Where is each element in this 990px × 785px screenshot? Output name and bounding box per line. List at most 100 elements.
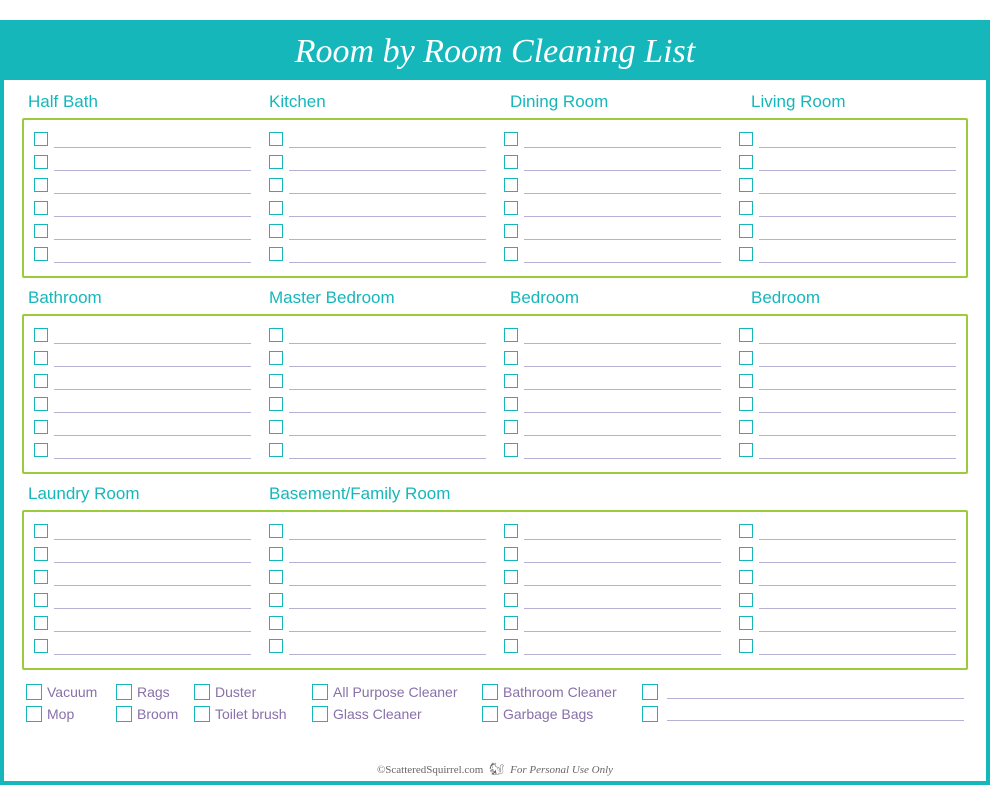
task-checkbox[interactable]: [34, 593, 48, 607]
task-line[interactable]: [54, 151, 251, 171]
task-line[interactable]: [759, 439, 956, 459]
task-checkbox[interactable]: [34, 201, 48, 215]
task-checkbox[interactable]: [504, 397, 518, 411]
supply-checkbox[interactable]: [642, 706, 658, 722]
task-checkbox[interactable]: [269, 351, 283, 365]
task-line[interactable]: [289, 520, 486, 540]
task-checkbox[interactable]: [269, 132, 283, 146]
task-checkbox[interactable]: [34, 570, 48, 584]
task-checkbox[interactable]: [34, 224, 48, 238]
task-checkbox[interactable]: [739, 524, 753, 538]
task-checkbox[interactable]: [504, 524, 518, 538]
task-checkbox[interactable]: [739, 547, 753, 561]
task-line[interactable]: [289, 566, 486, 586]
task-line[interactable]: [524, 439, 721, 459]
task-line[interactable]: [289, 589, 486, 609]
task-line[interactable]: [289, 543, 486, 563]
task-line[interactable]: [54, 220, 251, 240]
task-line[interactable]: [524, 370, 721, 390]
task-checkbox[interactable]: [34, 178, 48, 192]
task-line[interactable]: [524, 151, 721, 171]
task-line[interactable]: [289, 174, 486, 194]
task-line[interactable]: [289, 151, 486, 171]
supply-checkbox[interactable]: [642, 684, 658, 700]
task-line[interactable]: [759, 520, 956, 540]
task-checkbox[interactable]: [739, 155, 753, 169]
task-checkbox[interactable]: [739, 420, 753, 434]
task-line[interactable]: [289, 324, 486, 344]
task-checkbox[interactable]: [739, 616, 753, 630]
task-line[interactable]: [524, 635, 721, 655]
task-line[interactable]: [524, 589, 721, 609]
supply-checkbox[interactable]: [312, 706, 328, 722]
supply-checkbox[interactable]: [116, 706, 132, 722]
task-checkbox[interactable]: [739, 247, 753, 261]
task-line[interactable]: [759, 347, 956, 367]
task-checkbox[interactable]: [34, 616, 48, 630]
supply-checkbox[interactable]: [194, 684, 210, 700]
task-checkbox[interactable]: [504, 616, 518, 630]
task-checkbox[interactable]: [269, 443, 283, 457]
task-checkbox[interactable]: [34, 524, 48, 538]
task-line[interactable]: [524, 174, 721, 194]
task-line[interactable]: [759, 128, 956, 148]
task-checkbox[interactable]: [34, 247, 48, 261]
task-checkbox[interactable]: [269, 397, 283, 411]
task-line[interactable]: [759, 151, 956, 171]
task-line[interactable]: [289, 416, 486, 436]
task-line[interactable]: [524, 393, 721, 413]
task-checkbox[interactable]: [34, 443, 48, 457]
task-line[interactable]: [54, 439, 251, 459]
task-line[interactable]: [524, 197, 721, 217]
task-checkbox[interactable]: [504, 328, 518, 342]
task-line[interactable]: [289, 370, 486, 390]
task-checkbox[interactable]: [34, 351, 48, 365]
task-line[interactable]: [289, 439, 486, 459]
task-checkbox[interactable]: [504, 420, 518, 434]
task-line[interactable]: [54, 347, 251, 367]
task-checkbox[interactable]: [739, 593, 753, 607]
task-checkbox[interactable]: [504, 351, 518, 365]
task-line[interactable]: [289, 243, 486, 263]
task-checkbox[interactable]: [739, 351, 753, 365]
task-checkbox[interactable]: [739, 443, 753, 457]
task-line[interactable]: [54, 197, 251, 217]
task-checkbox[interactable]: [504, 132, 518, 146]
task-line[interactable]: [54, 520, 251, 540]
supply-checkbox[interactable]: [26, 684, 42, 700]
task-line[interactable]: [759, 174, 956, 194]
task-line[interactable]: [54, 128, 251, 148]
task-line[interactable]: [759, 393, 956, 413]
task-line[interactable]: [524, 243, 721, 263]
task-checkbox[interactable]: [34, 397, 48, 411]
task-line[interactable]: [54, 370, 251, 390]
task-line[interactable]: [289, 612, 486, 632]
task-line[interactable]: [524, 347, 721, 367]
supply-checkbox[interactable]: [312, 684, 328, 700]
task-line[interactable]: [289, 197, 486, 217]
task-line[interactable]: [759, 543, 956, 563]
task-checkbox[interactable]: [739, 374, 753, 388]
task-line[interactable]: [54, 635, 251, 655]
task-line[interactable]: [54, 243, 251, 263]
task-checkbox[interactable]: [504, 155, 518, 169]
task-line[interactable]: [54, 416, 251, 436]
task-checkbox[interactable]: [739, 132, 753, 146]
supply-checkbox[interactable]: [116, 684, 132, 700]
supply-checkbox[interactable]: [482, 706, 498, 722]
task-line[interactable]: [524, 543, 721, 563]
task-line[interactable]: [54, 589, 251, 609]
task-checkbox[interactable]: [504, 178, 518, 192]
task-checkbox[interactable]: [504, 570, 518, 584]
task-checkbox[interactable]: [504, 639, 518, 653]
task-checkbox[interactable]: [504, 224, 518, 238]
task-line[interactable]: [524, 612, 721, 632]
task-checkbox[interactable]: [269, 593, 283, 607]
task-line[interactable]: [289, 128, 486, 148]
task-checkbox[interactable]: [269, 201, 283, 215]
task-line[interactable]: [54, 612, 251, 632]
supply-checkbox[interactable]: [482, 684, 498, 700]
task-checkbox[interactable]: [504, 593, 518, 607]
task-checkbox[interactable]: [739, 639, 753, 653]
task-checkbox[interactable]: [269, 639, 283, 653]
